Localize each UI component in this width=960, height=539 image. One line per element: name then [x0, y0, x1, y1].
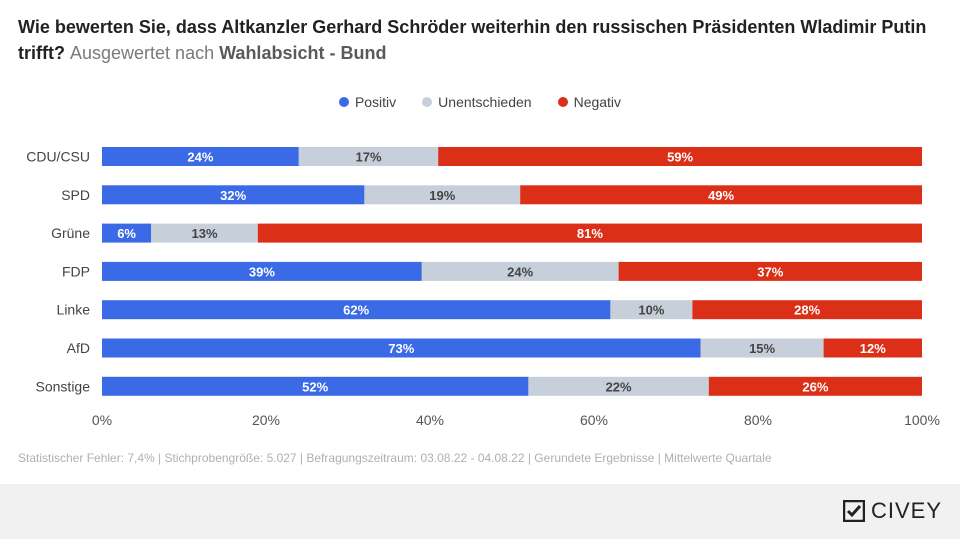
bar-fdp-unentschieden	[421, 261, 619, 281]
data-label-fdp-negativ: 37%	[757, 264, 783, 279]
bar-afd-unentschieden	[700, 338, 824, 358]
bar-gr-ne-unentschieden	[151, 223, 258, 243]
legend-item-positiv: Positiv	[338, 94, 397, 110]
legend-dot-negativ	[557, 97, 568, 107]
data-label-cdu-csu-unentschieden: 17%	[355, 150, 381, 165]
data-label-sonstige-negativ: 26%	[802, 379, 828, 394]
bar-afd-positiv	[102, 338, 701, 358]
legend-dot-unentschieden	[422, 97, 433, 107]
data-label-cdu-csu-negativ: 59%	[667, 150, 693, 165]
bar-spd-positiv	[102, 185, 365, 205]
data-label-sonstige-unentschieden: 22%	[606, 379, 632, 394]
legend-item-negativ: Negativ	[557, 94, 622, 110]
data-label-spd-unentschieden: 19%	[429, 188, 455, 203]
data-label-afd-positiv: 73%	[388, 341, 414, 356]
legend: Positiv Unentschieden Negativ	[0, 94, 960, 110]
bar-linke-unentschieden	[610, 300, 693, 320]
data-label-spd-positiv: 32%	[220, 188, 246, 203]
bar-spd-negativ	[520, 185, 922, 205]
legend-dot-positiv	[338, 97, 349, 107]
x-tick-label-5: 100%	[904, 412, 940, 428]
bar-sonstige-negativ	[708, 376, 922, 396]
data-label-cdu-csu-positiv: 24%	[187, 150, 213, 165]
bar-cdu-csu-negativ	[438, 147, 922, 166]
category-label-cdu-csu: CDU/CSU	[26, 149, 90, 165]
civey-logo: CIVEY	[842, 498, 942, 524]
data-label-fdp-positiv: 39%	[249, 264, 275, 279]
category-label-gr-ne: Grüne	[51, 225, 90, 241]
data-label-linke-unentschieden: 10%	[638, 303, 664, 318]
bar-fdp-negativ	[618, 261, 922, 281]
bar-spd-unentschieden	[364, 185, 521, 205]
bar-fdp-positiv	[102, 261, 422, 281]
footer-bar: CIVEY	[0, 484, 960, 539]
data-label-linke-negativ: 28%	[794, 303, 820, 318]
x-tick-label-1: 20%	[252, 412, 280, 428]
bar-linke-positiv	[102, 300, 611, 320]
footnote: Statistischer Fehler: 7,4% | Stichproben…	[18, 451, 772, 465]
chart-title: Wie bewerten Sie, dass Altkanzler Gerhar…	[18, 14, 943, 66]
data-label-gr-ne-positiv: 6%	[117, 226, 136, 241]
category-label-afd: AfD	[67, 340, 90, 356]
x-tick-label-2: 40%	[416, 412, 444, 428]
legend-label-positiv: Positiv	[354, 94, 397, 110]
category-label-fdp: FDP	[62, 263, 90, 279]
data-label-gr-ne-negativ: 81%	[577, 226, 603, 241]
data-label-afd-unentschieden: 15%	[749, 341, 775, 356]
category-label-sonstige: Sonstige	[36, 378, 91, 394]
category-label-linke: Linke	[57, 302, 91, 318]
bar-sonstige-positiv	[102, 376, 529, 396]
legend-label-unentschieden: Unentschieden	[438, 94, 532, 110]
civey-logo-icon	[842, 500, 865, 522]
bar-cdu-csu-unentschieden	[298, 147, 439, 166]
data-label-sonstige-positiv: 52%	[302, 379, 328, 394]
brand-name: CIVEY	[870, 498, 942, 523]
bar-linke-negativ	[692, 300, 922, 320]
title-main: Wie bewerten Sie, dass Altkanzler Gerhar…	[18, 17, 927, 63]
data-label-afd-negativ: 12%	[860, 341, 886, 356]
data-label-fdp-unentschieden: 24%	[507, 264, 533, 279]
legend-item-unentschieden: Unentschieden	[422, 94, 532, 110]
title-sub-bold: Wahlabsicht - Bund	[219, 43, 387, 63]
bar-sonstige-unentschieden	[528, 376, 709, 396]
data-label-linke-positiv: 62%	[343, 303, 369, 318]
bar-gr-ne-negativ	[257, 223, 922, 243]
bar-afd-negativ	[823, 338, 922, 358]
category-label-spd: SPD	[61, 187, 90, 203]
x-tick-label-4: 80%	[744, 412, 772, 428]
x-tick-label-3: 60%	[580, 412, 608, 428]
data-label-spd-negativ: 49%	[708, 188, 734, 203]
stacked-bar-chart: CDU/CSU 24% 17% 59% SPD 32% 19% 49% Grüne 6% 13% 81…	[26, 147, 940, 428]
bar-gr-ne-positiv	[102, 223, 152, 243]
bar-cdu-csu-positiv	[102, 147, 299, 166]
title-sub-prefix: Ausgewertet nach	[70, 43, 215, 63]
x-tick-label-0: 0%	[92, 412, 112, 428]
legend-label-negativ: Negativ	[573, 94, 622, 110]
data-label-gr-ne-unentschieden: 13%	[191, 226, 217, 241]
